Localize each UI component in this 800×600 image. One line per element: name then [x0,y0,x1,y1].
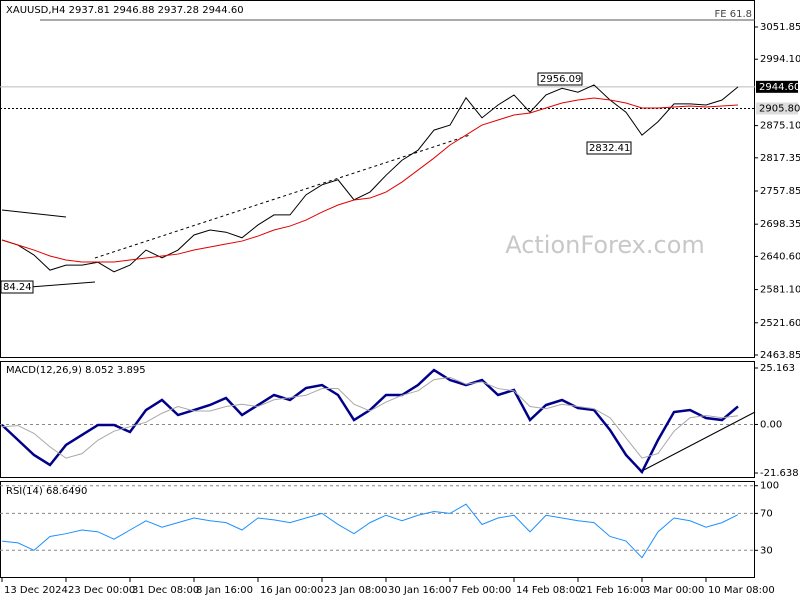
x-tick-label: 16 Jan 00:00 [260,585,323,596]
annotation-box [586,141,632,155]
x-tick-label: 3 Mar 00:00 [644,585,704,596]
panel-title: MACD(12,26,9) 8.052 3.895 [6,365,146,376]
price-label: 2905.80 [759,103,800,114]
y-tick-label: 2521.60 [760,318,800,329]
y-tick-label: 2581.10 [760,285,800,296]
series-line [1,503,739,559]
x-tick-label: 23 Dec 00:00 [68,585,135,596]
trend-line [29,281,96,288]
x-tick-label: 30 Jan 16:00 [388,585,451,596]
series-line [1,97,739,263]
annotation: 84.24 [3,282,32,293]
series-line [1,376,739,459]
y-tick-label: 2817.35 [760,153,800,164]
y-tick-label: 2463.85 [760,350,800,361]
x-tick-label: 14 Feb 08:00 [516,585,582,596]
y-tick-label: 3051.85 [760,22,800,33]
annotation: 2832.41 [589,143,630,154]
x-tick-label: 13 Dec 2024 [4,585,68,596]
x-tick-label: 7 Feb 00:00 [452,585,511,596]
annotation: 2956.09 [540,74,581,85]
macd-panel [0,361,755,478]
y-tick-label: 2640.60 [760,251,800,262]
x-tick-label: 23 Jan 08:00 [324,585,387,596]
price-panel [0,0,755,358]
trend-line [639,411,756,473]
y-tick-label: 70 [760,508,773,519]
y-tick-label: 2875.10 [760,121,800,132]
x-tick-label: 31 Dec 08:00 [132,585,199,596]
watermark: ActionForex.com [505,231,705,259]
rsi-panel [0,481,755,578]
y-tick-label: 2757.85 [760,186,800,197]
x-tick-label: 21 Feb 16:00 [580,585,646,596]
y-tick-label: 100 [760,481,779,492]
x-tick-label: 10 Mar 08:00 [708,585,775,596]
chart-title: XAUUSD,H4 2937.81 2946.88 2937.28 2944.6… [6,5,244,16]
trend-line [1,209,67,218]
series-line [1,84,739,273]
annotation: FE 61.8 [714,9,752,20]
price-label: 2944.60 [759,82,800,93]
series-line [1,368,739,475]
x-tick-label: 8 Jan 16:00 [196,585,253,596]
y-tick-label: 0.00 [760,419,782,430]
panel-title: RSI(14) 68.6490 [6,486,87,497]
y-tick-label: -21.638 [760,468,799,479]
price-label-box [756,102,798,115]
annotation-box [537,72,583,86]
y-tick-label: 30 [760,545,773,556]
y-tick-label: 25.163 [760,363,795,374]
annotation-box [0,280,34,294]
price-label-box [756,80,798,93]
y-tick-label: 2994.10 [760,54,800,65]
y-tick-label: 2698.35 [760,219,800,230]
